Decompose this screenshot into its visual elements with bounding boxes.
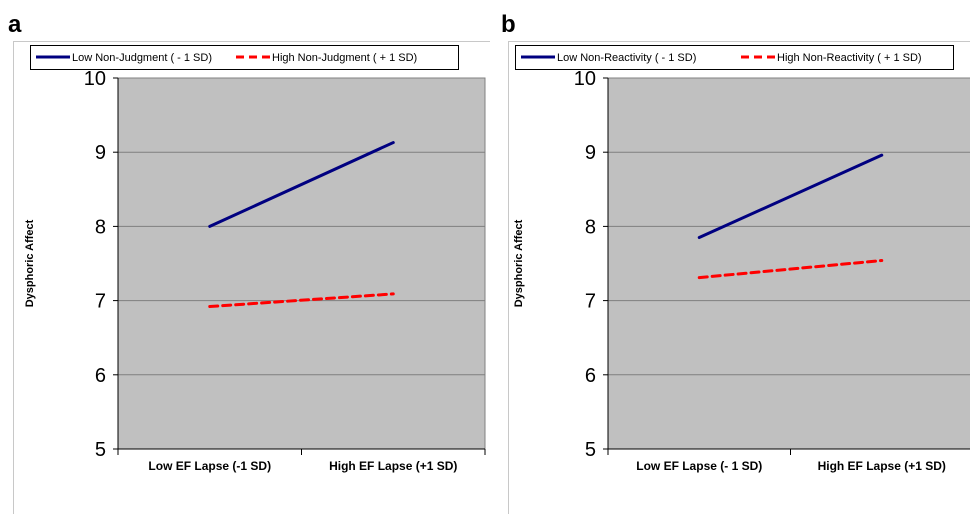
y-tick-label: 8 — [585, 216, 596, 238]
y-tick-label: 9 — [95, 142, 106, 164]
y-tick-label: 5 — [585, 439, 596, 461]
legend-entry: Low Non-Reactivity ( - 1 SD) — [557, 52, 696, 64]
series-line-2 — [208, 292, 395, 309]
x-tick-label: High EF Lapse (+1 SD) — [818, 459, 946, 473]
chart-panel-a: a 5 6 7 8 9 10 Low EF Lapse (-1 SD) High EF Laps… — [8, 11, 490, 514]
series-line-2 — [697, 259, 884, 280]
x-tick-label: High EF Lapse (+1 SD) — [329, 459, 457, 473]
y-tick-label: 6 — [95, 365, 106, 387]
y-tick-label: 7 — [95, 291, 106, 313]
series-line-1 — [697, 153, 884, 240]
y-axis-title: Dysphoric Affect — [513, 219, 525, 307]
y-axis-title: Dysphoric Affect — [24, 219, 36, 307]
chart-panel-b: b 5 6 7 8 9 10 Low EF Lapse (- 1 SD) High EF Lap… — [501, 11, 970, 514]
y-tick-label: 7 — [585, 291, 596, 313]
series-line-1 — [208, 141, 395, 228]
legend-entry: Low Non-Judgment ( - 1 SD) — [72, 52, 212, 64]
panel-label: b — [501, 11, 516, 38]
y-tick-label: 8 — [95, 216, 106, 238]
y-tick-label: 10 — [84, 68, 106, 90]
y-tick-label: 9 — [585, 142, 596, 164]
plot-area — [607, 77, 970, 450]
legend-box — [30, 45, 459, 70]
legend-entry: High Non-Judgment ( + 1 SD) — [272, 52, 417, 64]
legend-entry: High Non-Reactivity ( + 1 SD) — [777, 52, 922, 64]
y-tick-label: 6 — [585, 365, 596, 387]
x-tick-label: Low EF Lapse (- 1 SD) — [636, 459, 762, 473]
panel-label: a — [8, 11, 22, 38]
y-tick-label: 10 — [574, 68, 596, 90]
y-tick-label: 5 — [95, 439, 106, 461]
plot-area — [117, 77, 486, 450]
x-tick-label: Low EF Lapse (-1 SD) — [148, 459, 271, 473]
legend-box — [515, 45, 954, 70]
